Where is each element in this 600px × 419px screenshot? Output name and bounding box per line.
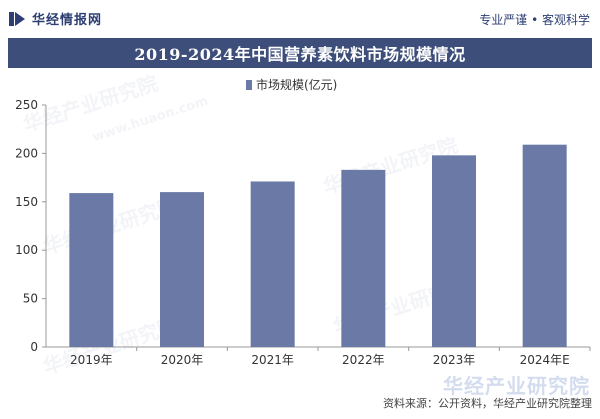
- source-text: 资料来源：公开资料，华经产业研究院整理: [383, 397, 592, 410]
- x-tick-label: 2023年: [433, 353, 476, 367]
- x-tick-label: 2020年: [161, 353, 204, 367]
- y-tick-label: 200: [15, 146, 38, 160]
- chart-title: 2019-2024年中国营养素饮料市场规模情况: [134, 45, 466, 64]
- y-tick-label: 0: [30, 340, 38, 354]
- bar: [522, 144, 567, 347]
- logo-text: 华经情报网: [32, 13, 103, 28]
- header: 华经情报网 专业严谨 • 客观科学: [0, 0, 600, 36]
- legend-label: 市场规模(亿元): [256, 78, 338, 92]
- x-tick-label: 2022年: [342, 353, 385, 367]
- y-tick-label: 150: [15, 195, 38, 209]
- bar: [432, 155, 476, 347]
- logo: 华经情报网: [8, 9, 102, 28]
- bar: [160, 192, 204, 347]
- logo-icon: [9, 11, 25, 26]
- bar-chart: 0 50 100 150 200 250 2019年 2020年 2021年 2022年 2023年…: [15, 98, 591, 367]
- x-tick-label: 2024年E: [520, 353, 570, 367]
- legend-swatch: [246, 79, 252, 90]
- legend: 市场规模(亿元): [246, 76, 337, 93]
- footer: 资料来源：公开资料，华经产业研究院整理: [383, 395, 592, 411]
- x-tick-label: 2021年: [251, 353, 294, 367]
- x-tick-label: 2019年: [70, 353, 113, 367]
- y-tick-label: 50: [23, 292, 38, 306]
- y-tick-label: 100: [15, 243, 38, 257]
- bar: [341, 169, 386, 347]
- y-tick-label: 250: [15, 98, 38, 112]
- title-bar: 2019-2024年中国营养素饮料市场规模情况: [8, 38, 592, 68]
- bar: [69, 193, 114, 347]
- bar: [250, 181, 295, 347]
- chart: 0 50 100 150 200 250 2019年 2020年 2021年 2022年 2023年…: [0, 70, 600, 390]
- tagline: 专业严谨 • 客观科学: [479, 13, 590, 27]
